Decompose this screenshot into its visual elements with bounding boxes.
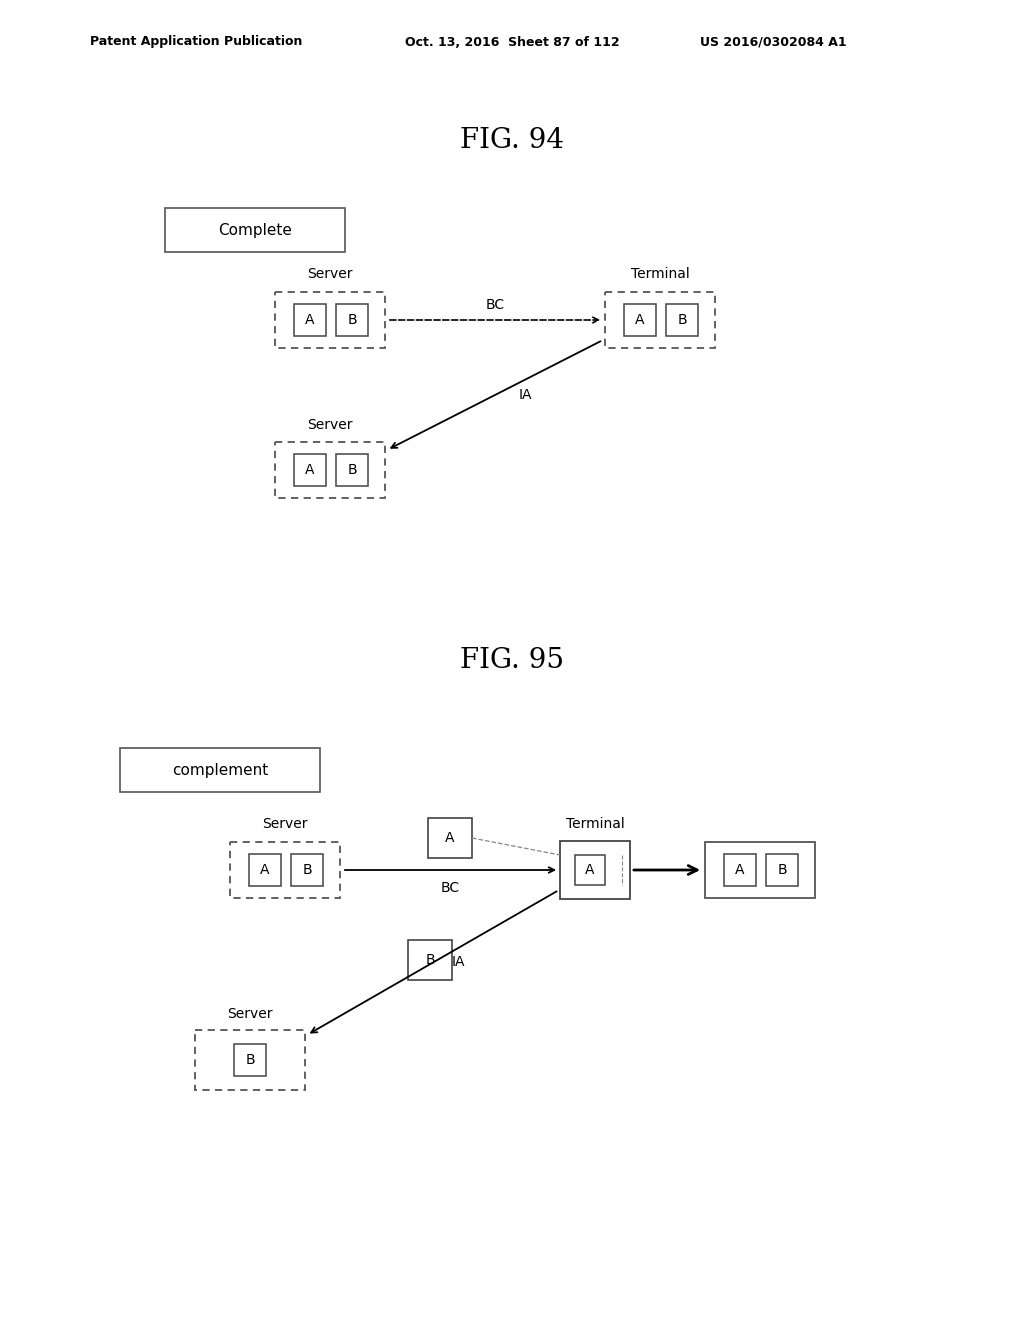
- Text: FIG. 95: FIG. 95: [460, 647, 564, 673]
- Bar: [120, 748, 319, 792]
- Bar: [560, 841, 630, 899]
- Text: B: B: [347, 463, 356, 477]
- Text: BC: BC: [441, 880, 460, 895]
- Text: A: A: [635, 313, 645, 327]
- Bar: [408, 940, 452, 979]
- Text: IA: IA: [452, 956, 465, 969]
- Bar: [575, 855, 605, 884]
- Bar: [249, 854, 281, 886]
- Bar: [294, 304, 326, 337]
- Bar: [230, 842, 340, 898]
- Text: Complete: Complete: [218, 223, 292, 238]
- Bar: [234, 1044, 266, 1076]
- Text: B: B: [245, 1053, 255, 1067]
- Text: Patent Application Publication: Patent Application Publication: [90, 36, 302, 49]
- Bar: [428, 818, 472, 858]
- Text: B: B: [425, 953, 435, 968]
- Text: Server: Server: [307, 267, 352, 281]
- Bar: [294, 454, 326, 486]
- Text: A: A: [735, 863, 744, 876]
- Text: A: A: [305, 313, 314, 327]
- Text: B: B: [677, 313, 687, 327]
- Bar: [605, 292, 715, 348]
- Text: Terminal: Terminal: [631, 267, 689, 281]
- Text: A: A: [260, 863, 269, 876]
- Text: A: A: [445, 832, 455, 845]
- Bar: [724, 854, 756, 886]
- Text: A: A: [586, 863, 595, 876]
- Text: B: B: [777, 863, 786, 876]
- Bar: [275, 292, 385, 348]
- Bar: [705, 842, 815, 898]
- Text: IA: IA: [518, 388, 531, 403]
- Text: Server: Server: [227, 1007, 272, 1020]
- Text: Server: Server: [262, 817, 308, 832]
- Text: B: B: [347, 313, 356, 327]
- Text: complement: complement: [172, 763, 268, 777]
- Text: Server: Server: [307, 418, 352, 432]
- Text: Oct. 13, 2016  Sheet 87 of 112: Oct. 13, 2016 Sheet 87 of 112: [406, 36, 620, 49]
- Bar: [766, 854, 798, 886]
- Text: A: A: [305, 463, 314, 477]
- Text: Terminal: Terminal: [565, 817, 625, 832]
- Text: B: B: [302, 863, 312, 876]
- Bar: [624, 304, 656, 337]
- Bar: [195, 1030, 305, 1090]
- Text: FIG. 94: FIG. 94: [460, 127, 564, 153]
- Text: BC: BC: [485, 298, 505, 312]
- Bar: [165, 209, 345, 252]
- Bar: [666, 304, 698, 337]
- Bar: [336, 454, 368, 486]
- Bar: [336, 304, 368, 337]
- Text: US 2016/0302084 A1: US 2016/0302084 A1: [700, 36, 847, 49]
- Bar: [275, 442, 385, 498]
- Bar: [291, 854, 323, 886]
